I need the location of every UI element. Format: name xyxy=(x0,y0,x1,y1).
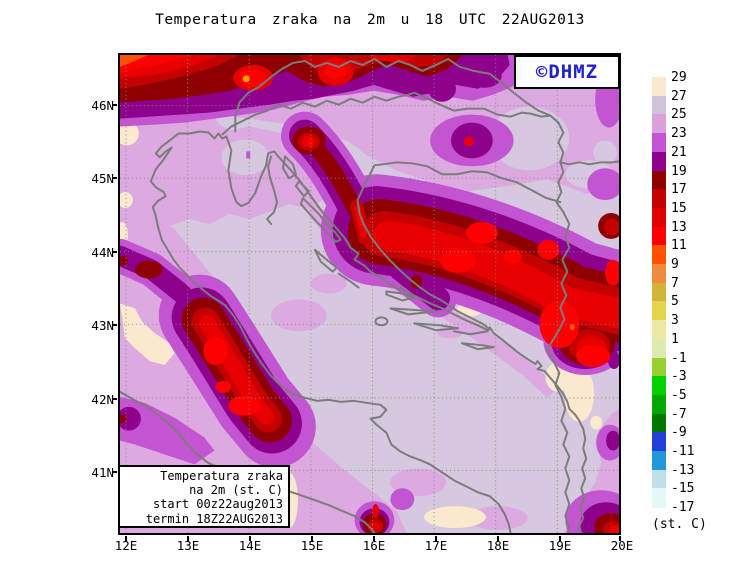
colorbar-box xyxy=(652,77,666,97)
colorbar-box xyxy=(652,320,666,340)
colorbar-tick-label: 17 xyxy=(671,182,687,198)
temperature-field-map xyxy=(120,55,619,533)
colorbar-unit-label: (st. C) xyxy=(652,517,707,533)
colorbar-box xyxy=(652,451,666,471)
colorbar-tick-label: 11 xyxy=(671,238,687,254)
lon-label-16e: 16E xyxy=(362,538,386,553)
lon-label-18e: 18E xyxy=(486,538,510,553)
run-info-box: Temperatura zraka na 2m (st. C) start 00… xyxy=(118,465,290,528)
colorbar-tick-label: -9 xyxy=(671,425,687,441)
colorbar-box xyxy=(652,376,666,396)
dhmz-logo-box: ©DHMZ xyxy=(514,55,620,89)
colorbar-tick-label: 21 xyxy=(671,144,687,160)
info-line-1: Temperatura zraka xyxy=(160,469,283,483)
colorbar-box xyxy=(652,301,666,321)
colorbar-tick-label: 19 xyxy=(671,163,687,179)
colorbar-tick-label: 7 xyxy=(671,275,679,291)
colorbar-box xyxy=(652,394,666,415)
lat-label-46n: 46N xyxy=(91,98,114,113)
info-line-4: termin 18Z22AUG2013 xyxy=(145,511,283,526)
colorbar-tick-label: 9 xyxy=(671,257,679,272)
lat-label-44n: 44N xyxy=(91,245,114,260)
lon-label-13e: 13E xyxy=(176,538,200,553)
lat-label-45n: 45N xyxy=(91,171,114,186)
colorbar-box xyxy=(652,245,666,265)
colorbar-box xyxy=(652,413,666,433)
colorbar-box xyxy=(652,488,666,508)
colorbar-box xyxy=(652,432,666,452)
colorbar-tick-label: 29 xyxy=(671,70,687,85)
colorbar-tick-label: -3 xyxy=(671,369,687,385)
colorbar-box xyxy=(652,189,666,209)
lat-label-43n: 43N xyxy=(91,318,114,333)
colorbar-tick-label: -5 xyxy=(671,387,687,403)
colorbar-tick-label: 15 xyxy=(671,200,687,216)
lon-label-12e: 12E xyxy=(114,538,138,553)
colorbar-box xyxy=(652,338,666,359)
colorbar-box xyxy=(652,170,666,190)
colorbar-tick-label: -11 xyxy=(671,444,695,459)
colorbar-tick-label: 25 xyxy=(671,107,687,123)
colorbar-box xyxy=(652,226,666,246)
colorbar-box xyxy=(652,357,666,377)
colorbar-tick-label: 23 xyxy=(671,126,687,142)
colorbar-box xyxy=(652,95,666,116)
lat-label-41n: 41N xyxy=(91,465,114,480)
map-plot-area xyxy=(118,53,621,535)
colorbar-box xyxy=(652,207,666,228)
colorbar-tick-label: 5 xyxy=(671,294,679,310)
colorbar-box xyxy=(652,264,666,284)
colorbar-box xyxy=(652,151,666,172)
colorbar-tick-label: 27 xyxy=(671,88,687,104)
lon-label-14e: 14E xyxy=(238,538,262,553)
colorbar-tick-label: -15 xyxy=(671,481,695,497)
map-title: Temperatura zraka na 2m u 18 UTC 22AUG20… xyxy=(155,12,585,28)
colorbar-tick-label: -17 xyxy=(671,500,695,516)
colorbar-tick-label: -7 xyxy=(671,406,687,422)
colorbar-tick-label: -1 xyxy=(671,350,687,366)
colorbar-tick-label: 3 xyxy=(671,313,679,329)
colorbar-box xyxy=(652,282,666,303)
colorbar-tick-label: 1 xyxy=(671,331,679,347)
colorbar-tick-label: -13 xyxy=(671,462,695,478)
info-line-3: start 00z22aug2013 xyxy=(152,497,283,512)
lon-label-19e: 19E xyxy=(548,538,572,553)
lat-label-42n: 42N xyxy=(91,392,114,407)
colorbar-box xyxy=(652,114,666,134)
lon-label-15e: 15E xyxy=(300,538,324,553)
temperature-colorbar: (st. C) 29 27 25 23 21 19 17 15 13 11 9 7 5 3 1 -1 -3 -5 -… xyxy=(650,70,730,537)
colorbar-box xyxy=(652,469,666,490)
colorbar-tick-label: 13 xyxy=(671,219,687,235)
dhmz-logo-text: ©DHMZ xyxy=(535,61,599,83)
info-line-2: na 2m (st. C) xyxy=(189,483,283,498)
lon-label-20e: 20E xyxy=(610,538,634,553)
lon-label-17e: 17E xyxy=(424,538,448,553)
grid-lines xyxy=(120,55,619,533)
colorbar-box xyxy=(652,133,666,153)
